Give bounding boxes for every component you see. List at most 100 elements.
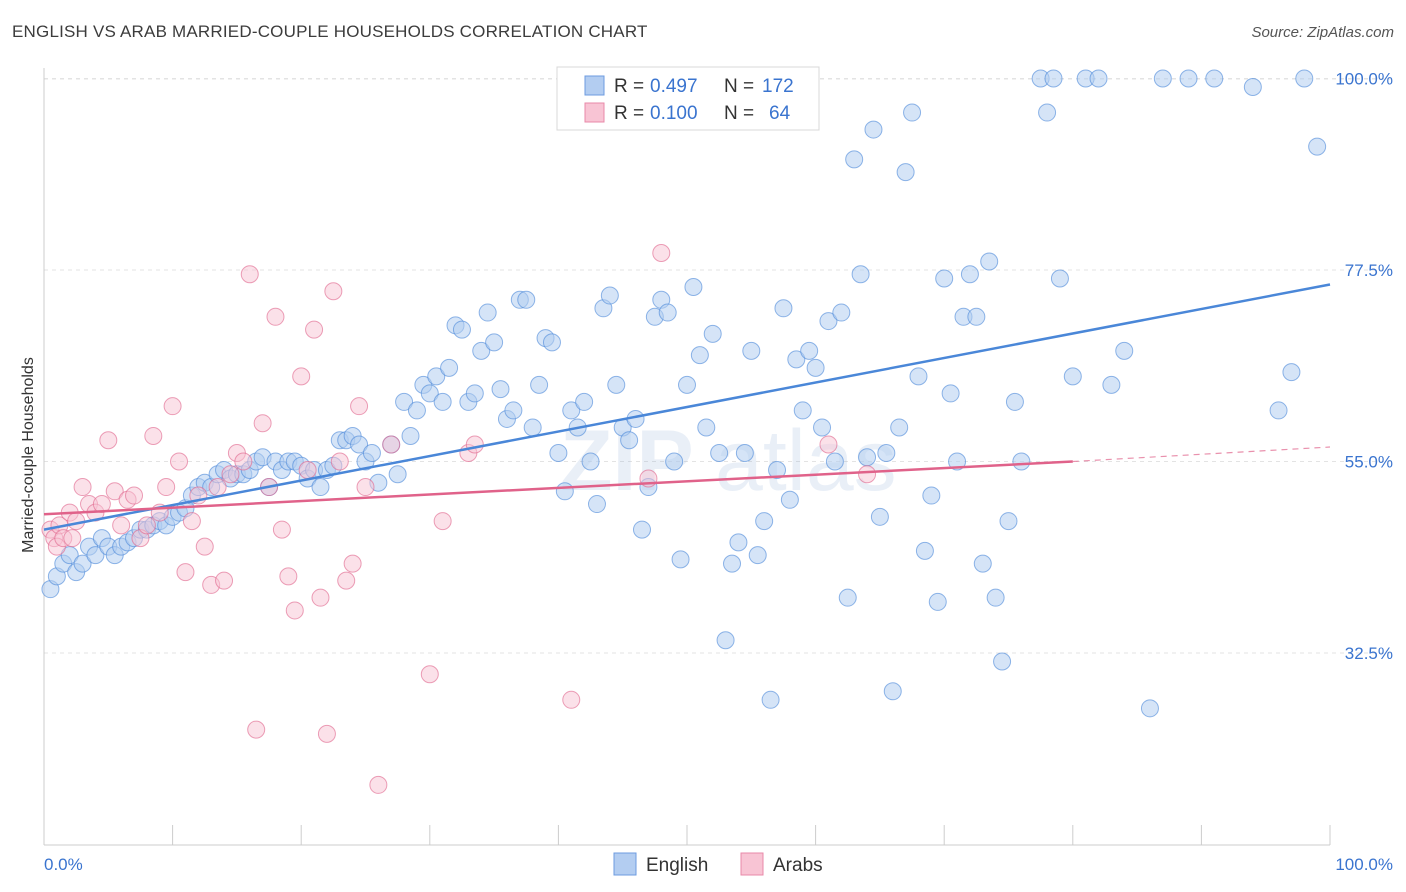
trend-lines xyxy=(43,283,1331,531)
point-english xyxy=(967,307,986,326)
point-arabs xyxy=(819,435,838,454)
point-arabs xyxy=(324,282,343,301)
point-english xyxy=(575,392,594,411)
point-english xyxy=(922,486,941,505)
point-arabs xyxy=(382,435,401,454)
point-english xyxy=(555,482,574,501)
point-english xyxy=(472,341,491,360)
point-english xyxy=(1282,363,1301,382)
point-arabs xyxy=(305,320,324,339)
point-arabs xyxy=(652,243,671,262)
source-credit: Source: ZipAtlas.com xyxy=(1251,24,1394,41)
point-english xyxy=(748,546,767,565)
point-arabs xyxy=(163,397,182,416)
point-english xyxy=(1205,69,1224,88)
point-english xyxy=(819,312,838,331)
point-english xyxy=(883,682,902,701)
point-english xyxy=(980,252,999,271)
point-english xyxy=(710,443,729,462)
legend-n-value-1: 172 xyxy=(762,76,794,97)
point-english xyxy=(600,286,619,305)
y-tick-label: 55.0% xyxy=(1345,453,1393,472)
point-english xyxy=(440,358,459,377)
point-arabs xyxy=(215,571,234,590)
point-english xyxy=(73,554,92,573)
point-english xyxy=(928,592,947,611)
y-tick-labels: 100.0% 77.5% 55.0% 32.5% xyxy=(1335,70,1393,664)
point-english xyxy=(362,443,381,462)
point-arabs xyxy=(356,478,375,497)
point-english xyxy=(742,341,761,360)
point-arabs xyxy=(465,435,484,454)
point-arabs xyxy=(125,486,144,505)
point-english xyxy=(542,333,561,352)
point-english xyxy=(948,452,967,471)
point-english xyxy=(1038,103,1057,122)
point-arabs xyxy=(337,571,356,590)
point-english xyxy=(774,299,793,318)
legend-r-label-1: R = xyxy=(614,76,644,97)
point-english xyxy=(793,401,812,420)
point-english xyxy=(350,435,369,454)
point-arabs xyxy=(330,452,349,471)
grid-lines xyxy=(44,78,1393,654)
point-arabs xyxy=(221,465,240,484)
point-english xyxy=(1308,137,1327,156)
bottom-legend-swatch-english xyxy=(613,852,637,876)
point-english xyxy=(1102,375,1121,394)
point-english xyxy=(1005,392,1024,411)
point-english xyxy=(697,418,716,437)
legend-swatch-arabs xyxy=(584,102,605,123)
point-arabs xyxy=(240,265,259,284)
point-arabs xyxy=(182,512,201,531)
stats-legend: R = 0.497 N = 172 R = 0.100 N = 64 xyxy=(556,66,820,131)
x-tick-label-left: 0.0% xyxy=(44,855,83,874)
point-english xyxy=(517,290,536,309)
point-english xyxy=(684,278,703,297)
point-english xyxy=(401,426,420,445)
point-arabs xyxy=(350,397,369,416)
point-english xyxy=(452,320,471,339)
legend-n-value-2: 64 xyxy=(769,103,791,124)
point-english xyxy=(311,478,330,497)
point-english xyxy=(761,690,780,709)
point-arabs xyxy=(292,367,311,386)
point-english xyxy=(864,120,883,139)
point-arabs xyxy=(266,307,285,326)
legend-r-value-2: 0.100 xyxy=(650,103,698,124)
point-english xyxy=(909,367,928,386)
point-english xyxy=(1179,69,1198,88)
point-english xyxy=(903,103,922,122)
point-english xyxy=(877,443,896,462)
bottom-legend-swatch-arabs xyxy=(740,852,764,876)
point-english xyxy=(806,358,825,377)
point-arabs xyxy=(298,461,317,480)
point-english xyxy=(407,401,426,420)
legend-n-label-2: N = xyxy=(724,103,754,124)
point-english xyxy=(800,341,819,360)
y-tick-label: 32.5% xyxy=(1345,644,1393,663)
point-english xyxy=(690,346,709,365)
point-english xyxy=(845,150,864,169)
point-arabs xyxy=(105,482,124,501)
point-arabs xyxy=(343,554,362,573)
point-english xyxy=(1115,341,1134,360)
y-tick-label: 77.5% xyxy=(1345,261,1393,280)
point-arabs xyxy=(144,426,163,445)
trend-line-arabs-extension xyxy=(1072,446,1331,463)
point-arabs xyxy=(317,724,336,743)
point-english xyxy=(1089,69,1108,88)
point-english xyxy=(620,431,639,450)
point-english xyxy=(755,512,774,531)
point-english xyxy=(671,550,690,569)
point-english xyxy=(388,465,407,484)
point-arabs xyxy=(562,690,581,709)
point-arabs xyxy=(112,516,131,535)
y-tick-label: 100.0% xyxy=(1335,70,1393,89)
point-english xyxy=(485,333,504,352)
point-english xyxy=(523,418,542,437)
point-arabs xyxy=(420,665,439,684)
point-english xyxy=(1044,69,1063,88)
bottom-legend-label-arabs: Arabs xyxy=(773,855,823,876)
chart-title: ENGLISH VS ARAB MARRIED-COUPLE HOUSEHOLD… xyxy=(12,22,648,41)
